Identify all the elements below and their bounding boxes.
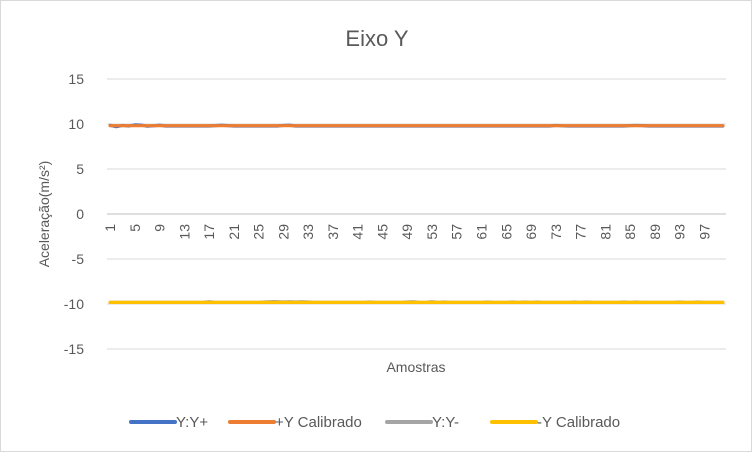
x-tick-label: 5	[127, 224, 143, 232]
x-tick-label: 77	[573, 224, 589, 240]
y-tick-label: -15	[64, 341, 84, 357]
x-tick-label: 37	[325, 224, 341, 240]
y-tick-label: 15	[68, 71, 84, 87]
x-tick-label: 97	[696, 224, 712, 240]
x-tick-label: 17	[201, 224, 217, 240]
y-axis-ticks: 15 10 5 0 -5 -10 -15	[64, 71, 84, 357]
legend: Y:Y+ +Y Calibrado Y:Y- -Y Calibrado	[129, 414, 620, 431]
x-tick-label: 89	[647, 224, 663, 240]
x-tick-label: 9	[152, 224, 168, 232]
x-tick-label: 45	[374, 224, 390, 240]
legend-label: +Y Calibrado	[275, 414, 362, 431]
x-tick-label: 69	[523, 224, 539, 240]
y-tick-label: 0	[76, 206, 84, 222]
x-tick-label: 21	[226, 224, 242, 240]
x-axis-label: Amostras	[386, 359, 445, 375]
x-tick-label: 93	[672, 224, 688, 240]
x-tick-label: 41	[350, 224, 366, 240]
legend-label: Y:Y+	[176, 414, 208, 431]
x-tick-label: 57	[449, 224, 465, 240]
y-tick-label: -10	[64, 296, 84, 312]
x-tick-label: 73	[548, 224, 564, 240]
series-lines	[108, 123, 725, 304]
x-tick-label: 1	[102, 224, 118, 232]
x-tick-label: 49	[399, 224, 415, 240]
y-tick-label: 10	[68, 116, 84, 132]
legend-label: Y:Y-	[432, 414, 459, 431]
x-tick-label: 65	[498, 224, 514, 240]
legend-label: -Y Calibrado	[537, 414, 620, 431]
x-tick-label: 29	[275, 224, 291, 240]
x-tick-label: 33	[300, 224, 316, 240]
y-tick-label: 5	[76, 161, 84, 177]
x-tick-label: 61	[473, 224, 489, 240]
x-axis-ticks: 1 5 9 13 17 21 25 29 33 37 41 45 49 53 57 61 65 69 73 77 81 8…	[102, 224, 712, 240]
gridlines	[107, 78, 726, 350]
x-tick-label: 13	[176, 224, 192, 240]
y-tick-label: -5	[72, 251, 85, 267]
x-tick-label: 25	[251, 224, 267, 240]
x-tick-label: 53	[424, 224, 440, 240]
y-axis-label: Aceleração(m/s²)	[36, 161, 52, 268]
x-tick-label: 85	[622, 224, 638, 240]
chart-title: Eixo Y	[345, 26, 409, 51]
x-tick-label: 81	[597, 224, 613, 240]
